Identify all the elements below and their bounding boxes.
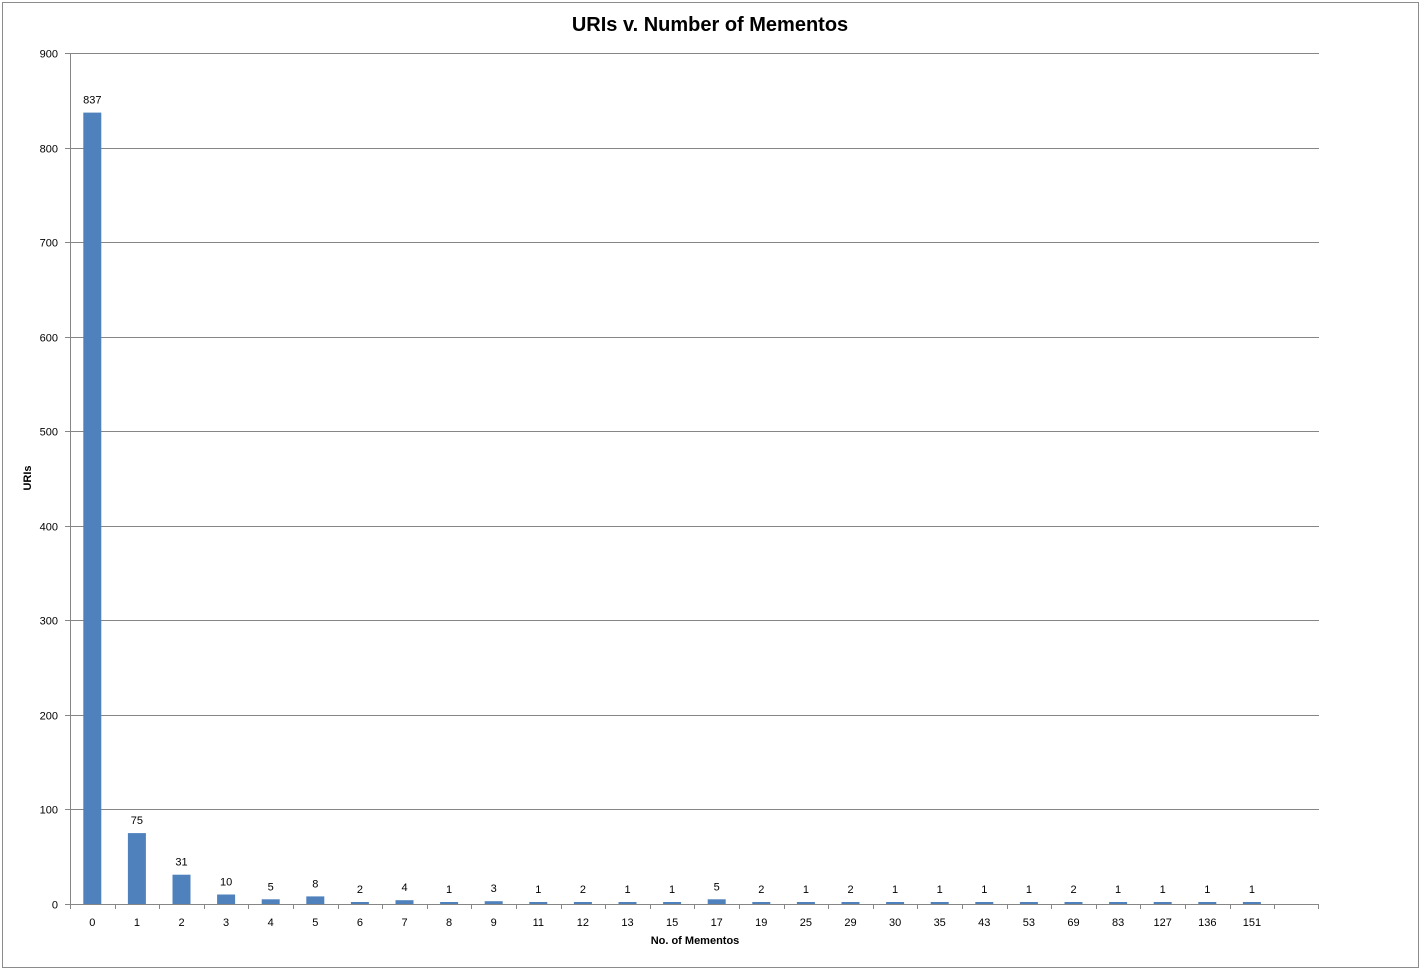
y-tick-label: 800 (40, 144, 58, 156)
data-label: 1 (981, 884, 987, 896)
bar (1242, 902, 1261, 904)
y-tick-label: 500 (40, 427, 58, 439)
y-tick-label: 300 (40, 616, 58, 628)
x-tick-label: 151 (1243, 917, 1261, 929)
x-tick-label: 17 (711, 917, 723, 929)
data-label: 1 (1115, 884, 1121, 896)
bar (841, 902, 860, 904)
x-tick-label: 15 (666, 917, 678, 929)
bar (127, 833, 146, 904)
x-tick-label: 13 (621, 917, 633, 929)
bar (350, 902, 369, 904)
bar (395, 900, 414, 904)
x-tick-label: 6 (357, 917, 363, 929)
bar (217, 894, 236, 904)
x-tick-label: 7 (401, 917, 407, 929)
x-tick-label: 83 (1112, 917, 1124, 929)
data-label: 2 (1070, 884, 1076, 896)
y-tick-label: 200 (40, 711, 58, 723)
x-tick-label: 127 (1154, 917, 1172, 929)
x-tick-label: 2 (178, 917, 184, 929)
bar (306, 896, 325, 904)
bar (172, 874, 191, 904)
data-label: 10 (220, 877, 232, 889)
data-label: 1 (1160, 884, 1166, 896)
data-label: 1 (892, 884, 898, 896)
x-tick-label: 30 (889, 917, 901, 929)
x-tick-label: 35 (934, 917, 946, 929)
bar (1153, 902, 1172, 904)
data-label: 2 (758, 884, 764, 896)
x-tick-label: 12 (577, 917, 589, 929)
x-tick-label: 43 (978, 917, 990, 929)
data-label: 1 (1204, 884, 1210, 896)
data-label: 2 (580, 884, 586, 896)
data-label: 1 (937, 884, 943, 896)
bar (930, 902, 949, 904)
x-tick-label: 69 (1067, 917, 1079, 929)
data-label: 1 (803, 884, 809, 896)
x-tick-label: 11 (533, 917, 544, 929)
data-label: 75 (131, 815, 143, 827)
bar (261, 899, 280, 904)
x-tick-label: 29 (844, 917, 856, 929)
data-label: 1 (1026, 884, 1032, 896)
bar (752, 902, 771, 904)
x-tick-label: 8 (446, 917, 452, 929)
data-label: 31 (175, 857, 187, 869)
data-label: 5 (268, 881, 274, 893)
bar (975, 902, 994, 904)
bar (886, 902, 905, 904)
y-tick-label: 100 (40, 805, 58, 817)
bar (573, 902, 592, 904)
y-tick-label: 400 (40, 522, 58, 534)
bar (440, 902, 459, 904)
x-tick-label: 19 (755, 917, 767, 929)
y-tick-label: 700 (40, 238, 58, 250)
x-tick-label: 25 (800, 917, 812, 929)
data-label: 4 (401, 882, 407, 894)
data-label: 1 (446, 884, 452, 896)
bar (796, 902, 815, 904)
y-tick-label: 600 (40, 333, 58, 345)
bar (1198, 902, 1217, 904)
data-label: 5 (714, 881, 720, 893)
bar (529, 902, 548, 904)
y-tick-label: 900 (40, 49, 58, 61)
bar (1019, 902, 1038, 904)
data-label: 3 (491, 883, 497, 895)
data-label: 2 (847, 884, 853, 896)
x-tick-label: 4 (268, 917, 274, 929)
x-tick-label: 53 (1023, 917, 1035, 929)
bar (1109, 902, 1128, 904)
x-tick-label: 0 (89, 917, 95, 929)
data-label: 1 (624, 884, 630, 896)
bar (618, 902, 637, 904)
bar (663, 902, 682, 904)
data-label: 2 (357, 884, 363, 896)
bar (484, 901, 503, 904)
bar (1064, 902, 1083, 904)
chart-title: URIs v. Number of Mementos (571, 14, 849, 36)
data-label: 1 (1249, 884, 1255, 896)
x-tick-label: 1 (134, 917, 140, 929)
data-label: 8 (312, 878, 318, 890)
data-label: 837 (83, 95, 101, 107)
x-axis-title: No. of Mementos (650, 935, 740, 947)
data-label: 1 (669, 884, 675, 896)
bar (707, 899, 726, 904)
x-tick-label: 136 (1198, 917, 1216, 929)
x-tick-label: 3 (223, 917, 229, 929)
data-label: 1 (535, 884, 541, 896)
bar (83, 112, 102, 905)
x-tick-label: 9 (491, 917, 497, 929)
y-tick-label: 0 (52, 900, 58, 912)
x-tick-label: 5 (312, 917, 318, 929)
